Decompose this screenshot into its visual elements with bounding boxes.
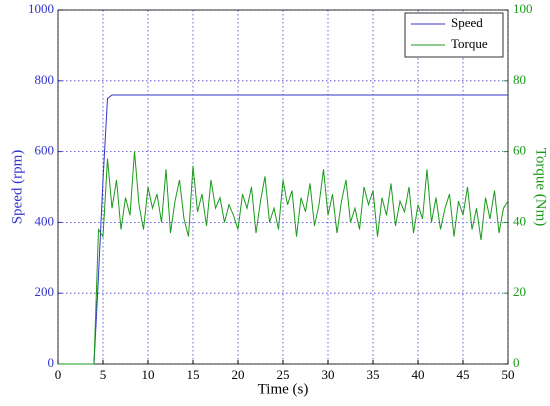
- x-tick-label: 25: [277, 367, 290, 382]
- y2-tick-label: 60: [513, 143, 526, 158]
- x-tick-label: 0: [55, 367, 62, 382]
- y-tick-label: 200: [35, 284, 55, 299]
- y-tick-label: 600: [35, 143, 55, 158]
- x-tick-label: 50: [502, 367, 515, 382]
- legend-label: Speed: [451, 15, 483, 30]
- y-axis-label: Speed (rpm): [9, 150, 25, 225]
- y2-tick-label: 20: [513, 284, 526, 299]
- y-tick-label: 800: [35, 72, 55, 87]
- y-tick-label: 0: [48, 355, 55, 370]
- series-line: [58, 94, 508, 365]
- x-tick-label: 40: [412, 367, 425, 382]
- y2-axis-label: Torque (Nm): [533, 148, 549, 227]
- y2-tick-label: 80: [513, 72, 526, 87]
- y2-tick-label: 100: [513, 1, 533, 16]
- x-tick-label: 30: [322, 367, 335, 382]
- legend-label: Torque: [451, 36, 488, 51]
- y-tick-label: 1000: [28, 1, 54, 16]
- plot-frame: [57, 9, 509, 365]
- x-tick-label: 35: [367, 367, 380, 382]
- x-axis-label: Time (s): [258, 381, 309, 397]
- x-tick-label: 5: [100, 367, 107, 382]
- y2-tick-label: 0: [513, 355, 520, 370]
- y2-tick-label: 40: [513, 213, 526, 228]
- x-tick-label: 20: [232, 367, 245, 382]
- x-tick-label: 45: [457, 367, 470, 382]
- x-tick-label: 10: [142, 367, 155, 382]
- y-tick-label: 400: [35, 213, 55, 228]
- series-line: [58, 151, 509, 365]
- x-tick-label: 15: [187, 367, 200, 382]
- legend-box: [404, 12, 504, 58]
